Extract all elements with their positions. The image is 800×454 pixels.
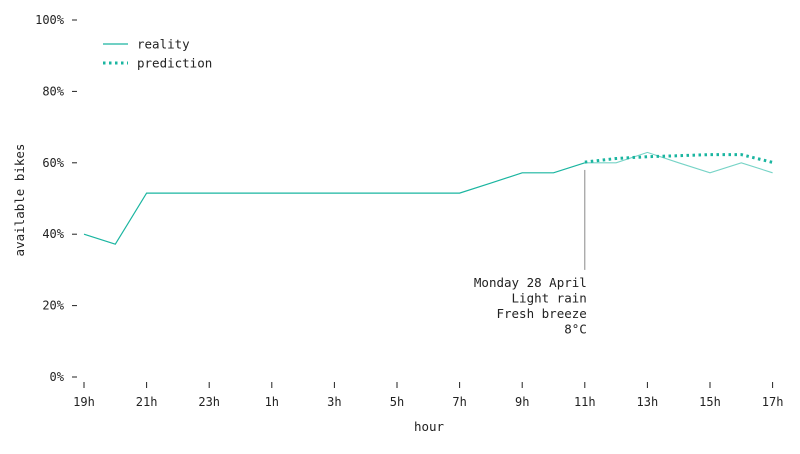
x-tick-label: 21h (136, 395, 158, 409)
series-reality-line (83, 162, 585, 245)
legend: reality prediction (103, 37, 212, 71)
x-axis-title: hour (414, 419, 445, 434)
y-tick-label: 80% (42, 84, 64, 98)
x-tick-label: 5h (390, 395, 404, 409)
y-tick-label: 100% (35, 13, 65, 27)
x-axis: 19h 21h 23h 1h 3h 5h 7h 9h 11h 13h 15h 17h (73, 382, 783, 409)
y-tick-label: 20% (42, 299, 64, 313)
x-tick-label: 19h (73, 395, 95, 409)
y-tick-label: 60% (42, 156, 64, 170)
x-tick-label: 1h (265, 395, 279, 409)
x-tick-label: 17h (762, 395, 784, 409)
x-tick-label: 11h (574, 395, 596, 409)
annotation-text: Fresh breeze (496, 306, 586, 321)
series-prediction-line (584, 153, 773, 164)
x-tick-label: 23h (198, 395, 220, 409)
x-tick-label: 15h (699, 395, 721, 409)
series-reality-line-recent (584, 151, 773, 174)
annotation-text: 8°C (564, 322, 587, 337)
annotation-text: Monday 28 April (474, 275, 587, 290)
x-tick-label: 9h (515, 395, 529, 409)
x-tick-label: 7h (452, 395, 466, 409)
legend-label-prediction: prediction (137, 56, 212, 71)
x-tick-label: 13h (637, 395, 659, 409)
y-tick-label: 0% (50, 370, 65, 384)
x-tick-label: 3h (327, 395, 341, 409)
series-layer (83, 151, 773, 245)
y-axis-title: available bikes (12, 144, 27, 257)
y-axis: 0% 20% 40% 60% 80% 100% (35, 13, 77, 384)
legend-label-reality: reality (137, 37, 190, 52)
annotation-text: Light rain (512, 291, 587, 306)
y-tick-label: 40% (42, 227, 64, 241)
